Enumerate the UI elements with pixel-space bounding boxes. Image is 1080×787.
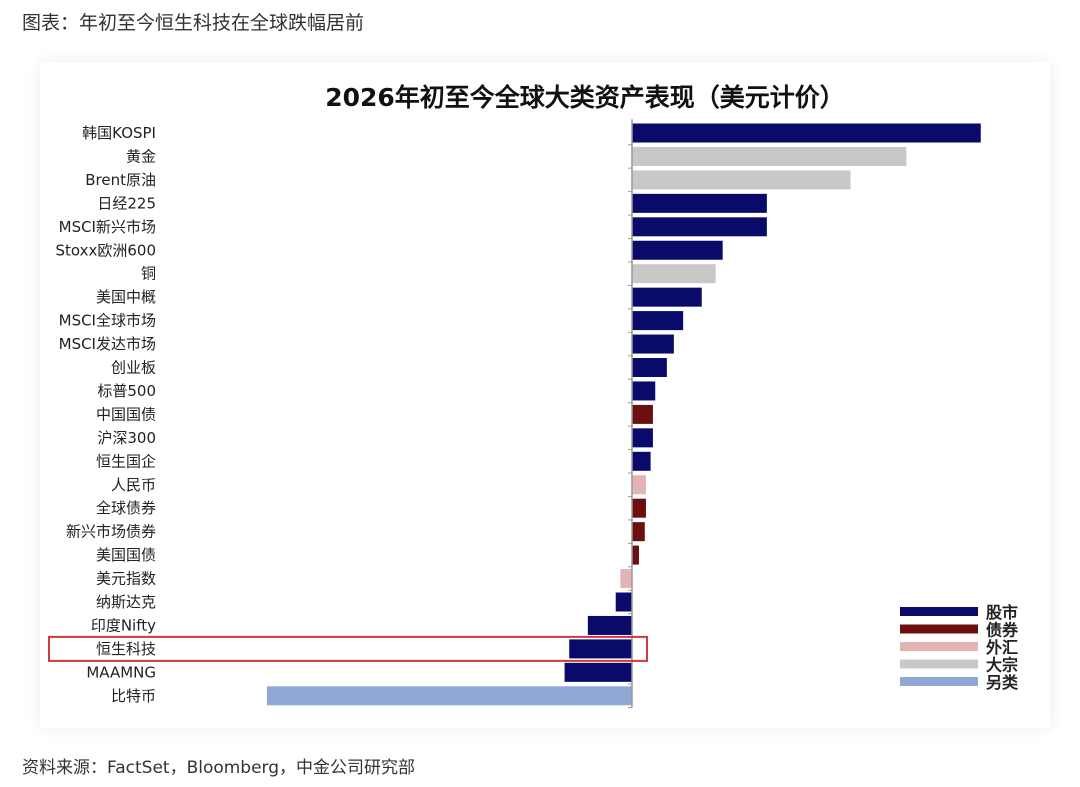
category-label: 日经225 [97,194,156,212]
legend-swatch [900,624,978,634]
legend-label: 股市 [986,603,1018,622]
source-note: 资料来源：FactSet，Bloomberg，中金公司研究部 [22,758,416,778]
category-label: 韩国KOSPI [82,124,156,142]
category-label: 创业板 [111,359,156,377]
category-label: MSCI发达市场 [59,335,156,353]
bar-美国中概 [632,287,702,307]
bar-黄金 [632,146,907,166]
category-label: 新兴市场债券 [66,523,156,541]
figure-caption: 图表：年初至今恒生科技在全球跌幅居前 [22,12,365,34]
category-label: 印度Nifty [91,616,156,634]
legend-swatch [900,659,978,669]
chart-title: 2026年初至今全球大类资产表现（美元计价） [325,83,845,112]
chart-card: 2026年初至今全球大类资产表现（美元计价） 韩国KOSPI 黄金 Brent原油日… [40,62,1050,728]
category-label: Brent原油 [85,171,156,189]
bar-恒生国企 [632,451,651,471]
category-label: 纳斯达克 [96,593,156,611]
bars-layer [266,123,981,706]
category-label: Stoxx欧洲600 [55,241,156,259]
bar-全球债券 [632,498,646,518]
category-label: 沪深300 [97,429,156,447]
bar-MSCI发达市场 [632,334,674,354]
bar-创业板 [632,358,667,377]
category-label: MAAMNG [86,663,156,681]
legend-swatch [900,607,978,616]
bar-印度Nifty [587,615,632,635]
bar-恒生科技 [569,639,632,659]
category-label: 人民币 [111,476,156,494]
legend-label: 大宗 [986,656,1018,675]
category-label: 美元指数 [96,570,156,588]
bar-标普500 [632,381,656,401]
bar-MAAMNG [564,662,632,682]
legend-label: 债券 [986,621,1019,640]
bar-美元指数 [620,569,632,589]
bar-日经225 [632,193,767,213]
category-label: MSCI全球市场 [59,312,156,330]
bar-新兴市场债券 [632,522,645,542]
legend-swatch [900,642,978,651]
bar-chart: 2026年初至今全球大类资产表现（美元计价） 韩国KOSPI 黄金 Brent原油日… [48,83,1019,709]
category-label: 恒生科技 [96,640,156,658]
legend-label: 另类 [986,673,1019,692]
category-label: 标普500 [97,382,156,400]
bar-纳斯达克 [615,592,632,612]
category-label: 恒生国企 [96,452,156,470]
bar-Stoxx欧洲600 [632,240,723,260]
category-label: 美国中概 [96,288,156,306]
category-label: 全球债券 [96,499,156,517]
bar-美国国债 [632,545,639,565]
category-label: 铜 [141,265,156,283]
category-label: 黄金 [126,147,156,165]
bar-沪深300 [632,428,653,448]
highlight-box [48,635,648,662]
bar-MSCI全球市场 [632,311,684,331]
legend-swatch [900,677,978,686]
bar-Brent原油 [632,170,851,190]
bar-铜 [632,264,716,284]
legend-label: 外汇 [985,638,1018,657]
category-label: 美国国债 [96,546,156,564]
bar-MSCI新兴市场 [632,217,767,237]
bar-中国国债 [632,404,653,424]
bar-人民币 [632,475,646,495]
category-label: 比特币 [111,687,156,705]
bar-比特币 [266,686,632,706]
category-label: 中国国债 [96,405,156,423]
category-label: MSCI新兴市场 [59,218,156,236]
bar-韩国KOSPI [632,123,981,143]
